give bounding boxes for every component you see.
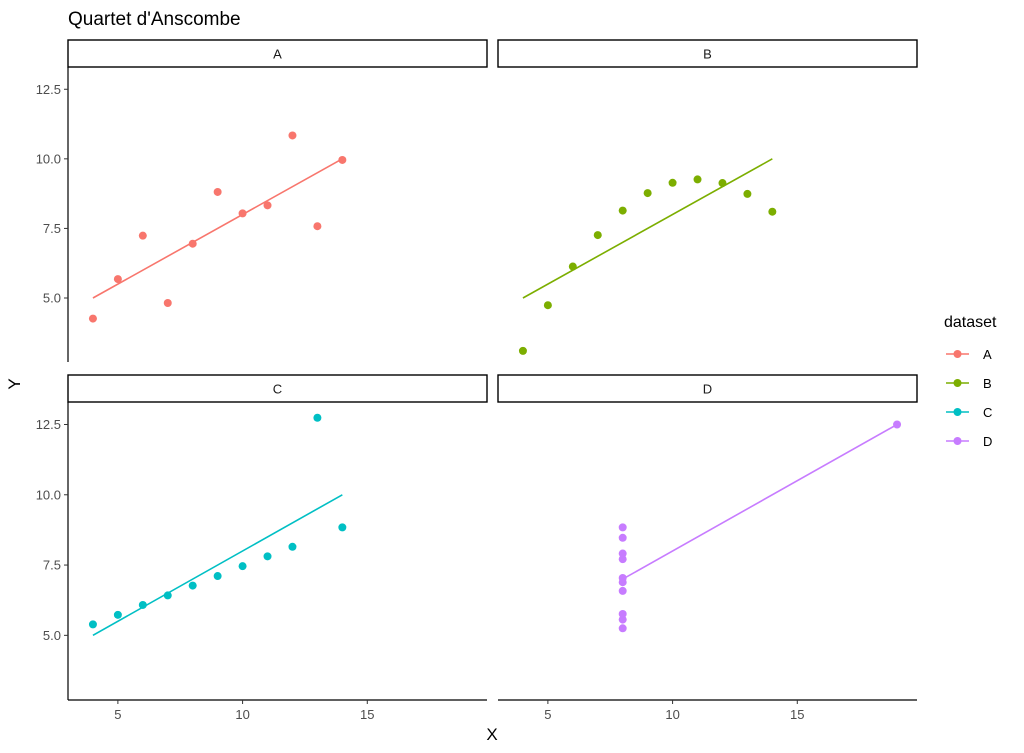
legend-label: B bbox=[983, 376, 992, 391]
data-point bbox=[263, 201, 272, 210]
legend-key-point bbox=[953, 350, 962, 358]
data-point bbox=[213, 572, 222, 581]
data-point bbox=[618, 523, 627, 532]
data-point bbox=[618, 624, 627, 633]
data-point bbox=[163, 299, 172, 307]
facet-strip-label: C bbox=[273, 382, 282, 397]
panel-d: D 5 10 15 bbox=[497, 374, 918, 722]
chart-title: Quartet d'Anscombe bbox=[68, 9, 241, 30]
data-point bbox=[618, 206, 627, 215]
data-point bbox=[138, 231, 147, 240]
y-tick-label: 10.0 bbox=[36, 487, 61, 502]
data-point bbox=[263, 552, 272, 561]
data-point bbox=[668, 178, 677, 187]
data-point bbox=[313, 413, 322, 422]
legend-label: D bbox=[983, 434, 992, 449]
x-tick-label: 10 bbox=[235, 707, 249, 722]
facet-strip bbox=[497, 39, 918, 68]
data-point bbox=[238, 562, 247, 571]
facet-strip bbox=[497, 374, 918, 403]
data-point bbox=[113, 275, 122, 284]
data-point bbox=[618, 615, 627, 624]
facet-strip-label: A bbox=[273, 47, 282, 62]
data-point bbox=[288, 131, 297, 140]
y-tick-label: 12.5 bbox=[36, 417, 61, 432]
data-point bbox=[693, 175, 702, 184]
x-axis-title: X bbox=[486, 725, 497, 744]
data-point bbox=[618, 549, 627, 558]
data-point bbox=[138, 600, 147, 609]
data-point bbox=[338, 155, 347, 164]
y-tick-label: 5.0 bbox=[43, 290, 61, 305]
data-point bbox=[163, 591, 172, 600]
data-point bbox=[618, 609, 627, 618]
data-point bbox=[213, 187, 222, 196]
legend-item-b: B bbox=[946, 376, 992, 391]
legend-label: C bbox=[983, 405, 992, 420]
facet-strip-label: B bbox=[703, 47, 712, 62]
legend-item-d: D bbox=[946, 434, 992, 449]
data-point bbox=[88, 620, 97, 629]
regression-line bbox=[522, 158, 773, 299]
data-point bbox=[188, 581, 197, 590]
data-point bbox=[288, 542, 297, 551]
y-tick-label: 5.0 bbox=[43, 628, 61, 643]
data-point bbox=[768, 207, 777, 216]
facet-panels: A 5.0 7.5 10.0 12.5 B C 5.0 7.5 10.0 12.5 5 10 15 D 5 10… bbox=[36, 39, 918, 722]
regression-line bbox=[92, 494, 343, 637]
facet-strip bbox=[67, 374, 488, 403]
data-point bbox=[618, 586, 627, 595]
regression-line bbox=[92, 158, 343, 299]
data-point bbox=[238, 209, 247, 218]
data-point bbox=[518, 346, 527, 355]
panel-b: B bbox=[497, 39, 918, 355]
x-tick-label: 15 bbox=[790, 707, 804, 722]
panel-a: A 5.0 7.5 10.0 12.5 bbox=[36, 39, 488, 362]
data-point bbox=[188, 239, 197, 248]
data-point bbox=[568, 262, 577, 271]
y-axis-title: Y bbox=[5, 378, 24, 389]
legend-key-point bbox=[953, 437, 962, 445]
y-tick-label: 12.5 bbox=[36, 82, 61, 97]
legend-label: A bbox=[983, 347, 992, 362]
panel-c: C 5.0 7.5 10.0 12.5 5 10 15 bbox=[36, 374, 488, 722]
data-point bbox=[618, 573, 627, 582]
data-point bbox=[313, 222, 322, 231]
data-point bbox=[88, 314, 97, 323]
data-point bbox=[893, 420, 902, 429]
legend-key-point bbox=[953, 379, 962, 387]
regression-line bbox=[622, 423, 898, 580]
y-tick-label: 10.0 bbox=[36, 151, 61, 166]
data-point bbox=[643, 189, 652, 198]
x-tick-label: 5 bbox=[114, 707, 121, 722]
data-point bbox=[743, 189, 752, 198]
legend-key-point bbox=[953, 408, 962, 416]
data-point bbox=[338, 523, 347, 532]
data-point bbox=[618, 555, 627, 564]
x-tick-label: 10 bbox=[665, 707, 679, 722]
x-tick-label: 5 bbox=[544, 707, 551, 722]
data-point bbox=[718, 179, 727, 188]
legend-item-a: A bbox=[946, 347, 992, 362]
legend-title: dataset bbox=[944, 314, 997, 331]
data-point bbox=[543, 301, 552, 310]
x-tick-label: 15 bbox=[360, 707, 374, 722]
facet-strip bbox=[67, 39, 488, 68]
data-point bbox=[618, 533, 627, 542]
facet-strip-label: D bbox=[703, 382, 712, 397]
data-point bbox=[593, 231, 602, 240]
data-point bbox=[113, 610, 122, 619]
y-tick-label: 7.5 bbox=[43, 221, 61, 236]
y-tick-label: 7.5 bbox=[43, 558, 61, 573]
legend-item-c: C bbox=[946, 405, 992, 420]
